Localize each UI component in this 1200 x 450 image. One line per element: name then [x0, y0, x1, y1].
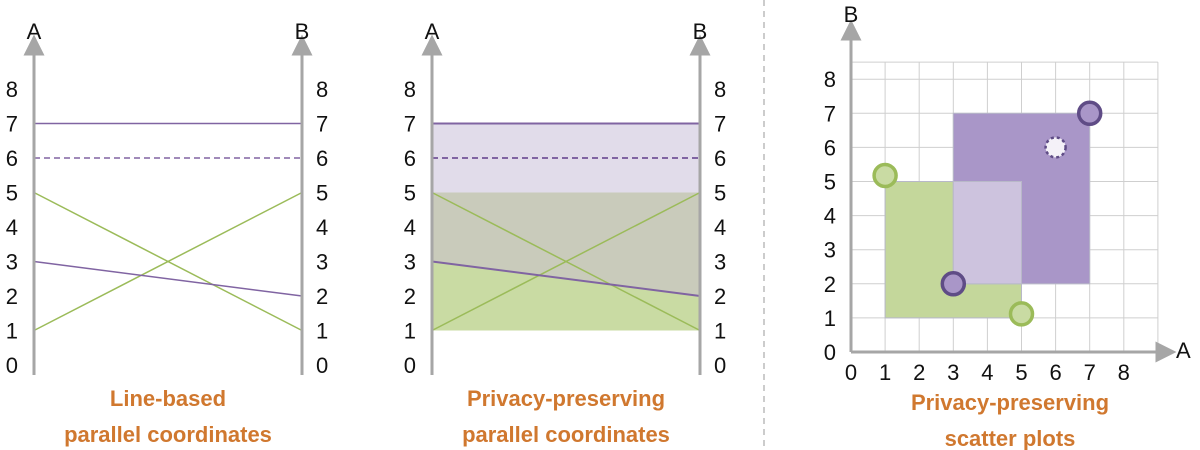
p1-polyline-green-3: [33, 191, 303, 332]
p3-x-tick-1: 1: [879, 360, 891, 385]
p3-x-tick-4: 4: [981, 360, 993, 385]
p1-axis-b-tick-0: 0: [316, 353, 328, 378]
p2-axis-a-label: A: [425, 19, 440, 44]
line-based-parallel-coordinates-panel: A B 0 1 2 3 4 5 6 7 8 0 1 2 3 4 5 6 7 8 Line-based paral…: [6, 19, 329, 447]
p3-axis-y-label: B: [844, 2, 859, 27]
p2-polyline-green-3: [431, 191, 701, 332]
p1-axis-b-tick-3: 3: [316, 250, 328, 275]
p1-axis-a-tick-3: 3: [6, 250, 18, 275]
p2-axis-b-tick-7: 7: [714, 112, 726, 137]
p1-axis-a-label: A: [27, 19, 42, 44]
p3-x-tick-0: 0: [845, 360, 857, 385]
p2-axis-b-tick-5: 5: [714, 181, 726, 206]
p3-point-green-1: [1008, 301, 1035, 327]
p2-axis-b-tick-0: 0: [714, 353, 726, 378]
p3-point-purple-hidden-4: [1044, 136, 1067, 159]
p3-y-tick-8: 8: [824, 67, 836, 92]
p1-axis-a-ticks: 0 1 2 3 4 5 6 7 8: [6, 77, 18, 378]
p3-point-purple-2: [940, 271, 967, 297]
p1-axis-a-tick-6: 6: [6, 146, 18, 171]
p1-axis-b-ticks: 0 1 2 3 4 5 6 7 8: [316, 77, 328, 378]
p2-axis-a-tick-3: 3: [404, 250, 416, 275]
p3-y-tick-0: 0: [824, 340, 836, 365]
p2-axis-a-tick-2: 2: [404, 284, 416, 309]
p1-axis-b-tick-1: 1: [316, 319, 328, 344]
p1-axis-a-tick-1: 1: [6, 319, 18, 344]
p1-axis-b-tick-7: 7: [316, 112, 328, 137]
p1-axis-a-tick-2: 2: [6, 284, 18, 309]
p3-region-overlap: [952, 181, 1022, 285]
p2-axis-a-tick-4: 4: [404, 215, 416, 240]
p1-axis-a-tick-7: 7: [6, 112, 18, 137]
p2-axis-b-tick-2: 2: [714, 284, 726, 309]
p2-axis-b-tick-1: 1: [714, 319, 726, 344]
p2-axis-a-tick-0: 0: [404, 353, 416, 378]
p3-axis-x-label: A: [1176, 338, 1191, 363]
p3-y-tick-7: 7: [824, 101, 836, 126]
p3-y-tick-4: 4: [824, 204, 836, 229]
p3-caption-line-1: Privacy-preserving: [911, 390, 1109, 415]
p3-x-tick-3: 3: [947, 360, 959, 385]
p3-y-tick-6: 6: [824, 135, 836, 160]
p1-polylines: [33, 122, 303, 332]
p1-axis-a-tick-4: 4: [6, 215, 18, 240]
p3-x-tick-8: 8: [1118, 360, 1130, 385]
p3-y-tick-2: 2: [824, 272, 836, 297]
p3-x-tick-7: 7: [1084, 360, 1096, 385]
p2-axis-a-tick-1: 1: [404, 319, 416, 344]
p2-bands: [432, 123, 700, 331]
p1-axis-a-tick-5: 5: [6, 181, 18, 206]
p1-caption-line-2: parallel coordinates: [64, 422, 272, 447]
p2-axis-a-tick-8: 8: [404, 77, 416, 102]
p1-axis-a-tick-0: 0: [6, 353, 18, 378]
p2-polyline-purple-4: [431, 260, 701, 297]
p2-axis-b-tick-3: 3: [714, 250, 726, 275]
p1-caption-line-1: Line-based: [110, 386, 226, 411]
p2-axis-b-tick-4: 4: [714, 215, 726, 240]
p1-axis-b-tick-4: 4: [316, 215, 328, 240]
p3-x-tick-6: 6: [1049, 360, 1061, 385]
p3-point-purple-3: [1076, 100, 1103, 127]
p3-x-tick-5: 5: [1015, 360, 1027, 385]
p1-axis-b-tick-2: 2: [316, 284, 328, 309]
p2-axis-a-tick-6: 6: [404, 146, 416, 171]
p1-polyline-purple-4: [33, 260, 303, 297]
p1-axis-b-tick-8: 8: [316, 77, 328, 102]
p2-axis-a-ticks: 0 1 2 3 4 5 6 7 8: [404, 77, 416, 378]
p3-point-green-0: [872, 162, 898, 189]
privacy-preserving-parallel-coordinates-panel: A B 0 1 2 3 4 5 6 7 8 0 1 2 3 4 5 6 7 8 Privacy-preservi…: [404, 19, 727, 447]
p3-points: [872, 100, 1103, 327]
p3-y-tick-5: 5: [824, 170, 836, 195]
p2-axis-a-tick-7: 7: [404, 112, 416, 137]
p2-caption-line-1: Privacy-preserving: [467, 386, 665, 411]
p2-axis-b-tick-8: 8: [714, 77, 726, 102]
p2-polylines: [431, 122, 701, 332]
p2-band-green: [432, 261, 700, 331]
p3-y-tick-1: 1: [824, 306, 836, 331]
p1-axis-b-tick-6: 6: [316, 146, 328, 171]
p2-axis-a-tick-5: 5: [404, 181, 416, 206]
p1-axis-a-tick-8: 8: [6, 77, 18, 102]
p2-axis-b-label: B: [693, 19, 708, 44]
p2-axis-b-ticks: 0 1 2 3 4 5 6 7 8: [714, 77, 726, 378]
p2-axis-b-tick-6: 6: [714, 146, 726, 171]
p3-x-tick-2: 2: [913, 360, 925, 385]
p1-axis-b-tick-5: 5: [316, 181, 328, 206]
p3-y-tick-3: 3: [824, 238, 836, 263]
p2-caption-line-2: parallel coordinates: [462, 422, 670, 447]
p1-axis-b-label: B: [295, 19, 310, 44]
p3-y-ticks: 0 1 2 3 4 5 6 7 8: [824, 67, 836, 365]
p3-caption-line-2: scatter plots: [945, 426, 1076, 450]
